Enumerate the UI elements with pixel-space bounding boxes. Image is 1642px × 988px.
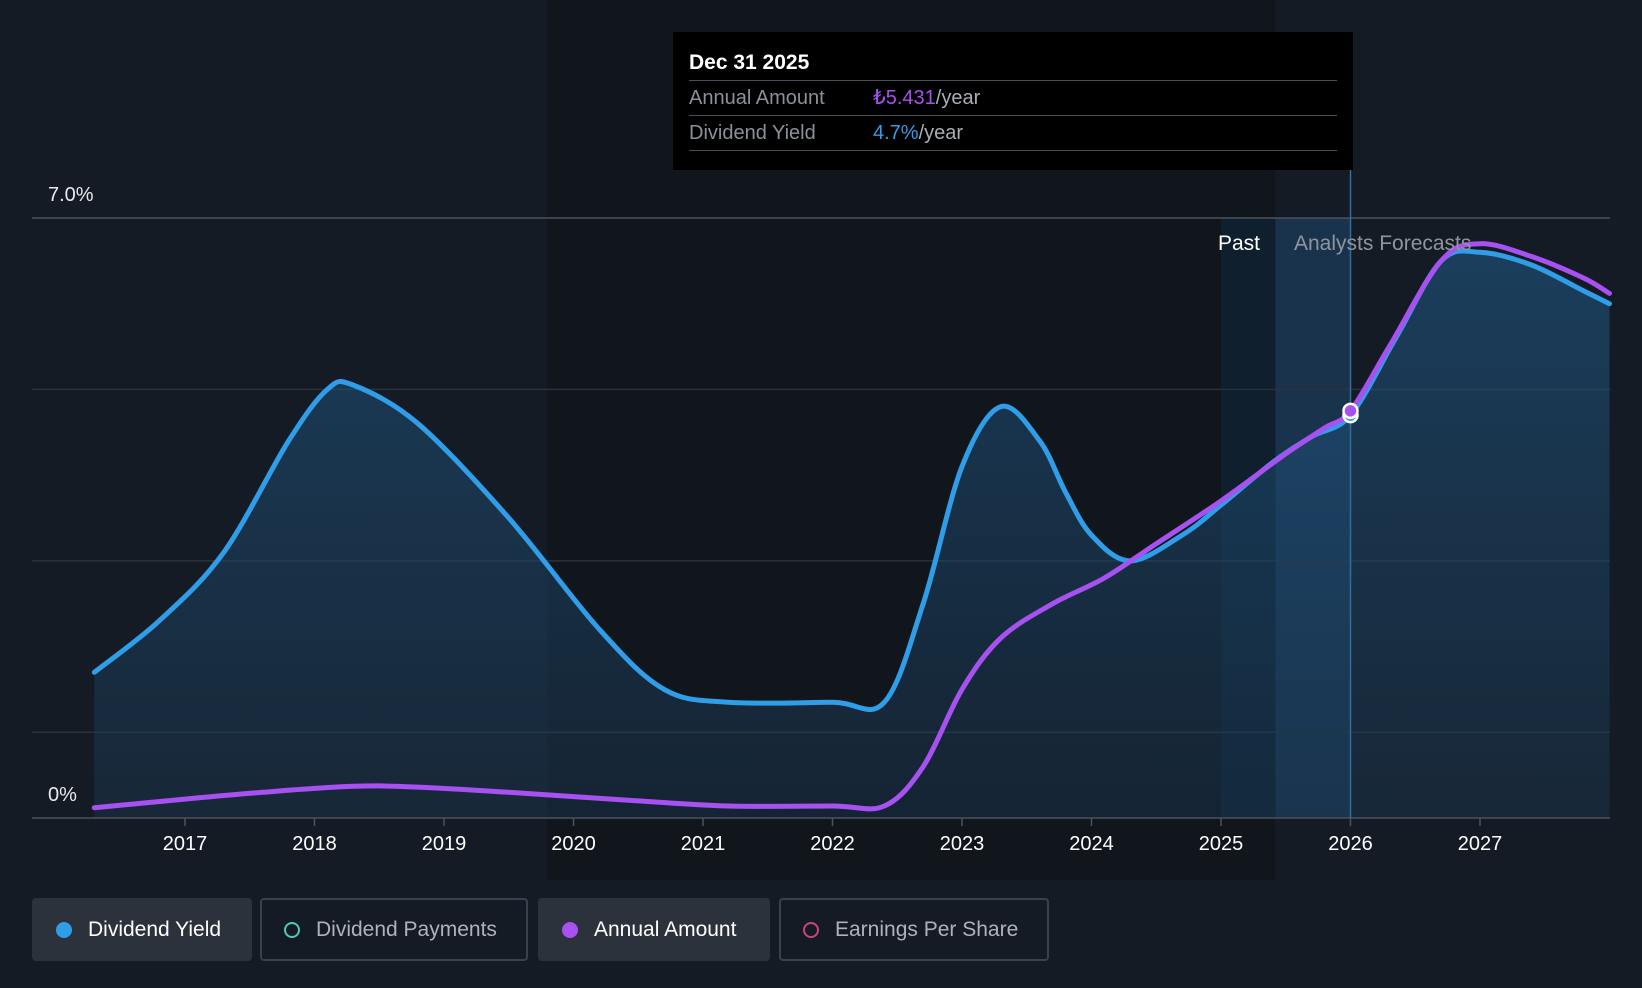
x-tick-label-2019: 2019 [422,833,467,855]
tooltip-annual-amount-row: Annual Amount ₺5.431/year [689,81,1337,116]
tooltip-date: Dec 31 2025 [689,46,1337,81]
chart-tooltip: Dec 31 2025 Annual Amount ₺5.431/year Di… [673,32,1353,170]
legend-annual-amount[interactable]: Annual Amount [538,898,770,961]
series-line-annual-amount [91,241,1612,812]
x-tick-label-2017: 2017 [163,833,208,855]
tooltip-annual-amount-value: ₺5.431 [873,87,936,109]
tooltip-dividend-yield-label: Dividend Yield [689,122,816,144]
x-tick-label-2026: 2026 [1328,833,1373,855]
x-tick-label-2021: 2021 [681,833,726,855]
y-tick-bottom: 0% [48,784,77,806]
x-tick-label-2024: 2024 [1069,833,1114,855]
series-area-dividend-yield [94,250,1610,819]
legend-annual-amount-label: Annual Amount [594,918,737,941]
legend-dividend-yield-dot [56,922,72,938]
x-tick-label-2025: 2025 [1199,833,1244,855]
legend-dividend-payments-dot [284,922,300,938]
forecast-label: Analysts Forecasts [1294,232,1471,255]
x-tick-label-2020: 2020 [551,833,596,855]
x-tick-label-2022: 2022 [810,833,855,855]
legend-dividend-yield-label: Dividend Yield [88,918,222,941]
tooltip-dividend-yield-value: 4.7% [873,122,919,144]
legend-dividend-yield[interactable]: Dividend Yield [32,898,252,961]
legend-dividend-payments-label: Dividend Payments [316,918,497,941]
tooltip-annual-amount-label: Annual Amount [689,87,825,109]
y-tick-top: 7.0% [48,184,94,206]
legend-earnings-per-share[interactable]: Earnings Per Share [779,898,1049,961]
x-tick-label-2018: 2018 [292,833,337,855]
x-tick-label-2027: 2027 [1458,833,1503,855]
legend-earnings-per-share-label: Earnings Per Share [835,918,1019,941]
legend-dividend-payments[interactable]: Dividend Payments [260,898,528,961]
tooltip-dividend-yield-row: Dividend Yield 4.7%/year [689,116,1337,151]
past-label: Past [1218,232,1260,255]
legend-annual-amount-dot [562,922,578,938]
tooltip-annual-amount-unit: /year [935,87,981,109]
tooltip-dividend-yield-unit: /year [918,122,964,144]
x-tick-label-2023: 2023 [940,833,985,855]
legend-earnings-per-share-dot [803,922,819,938]
highlight-marker-annual-amount [1342,402,1359,420]
